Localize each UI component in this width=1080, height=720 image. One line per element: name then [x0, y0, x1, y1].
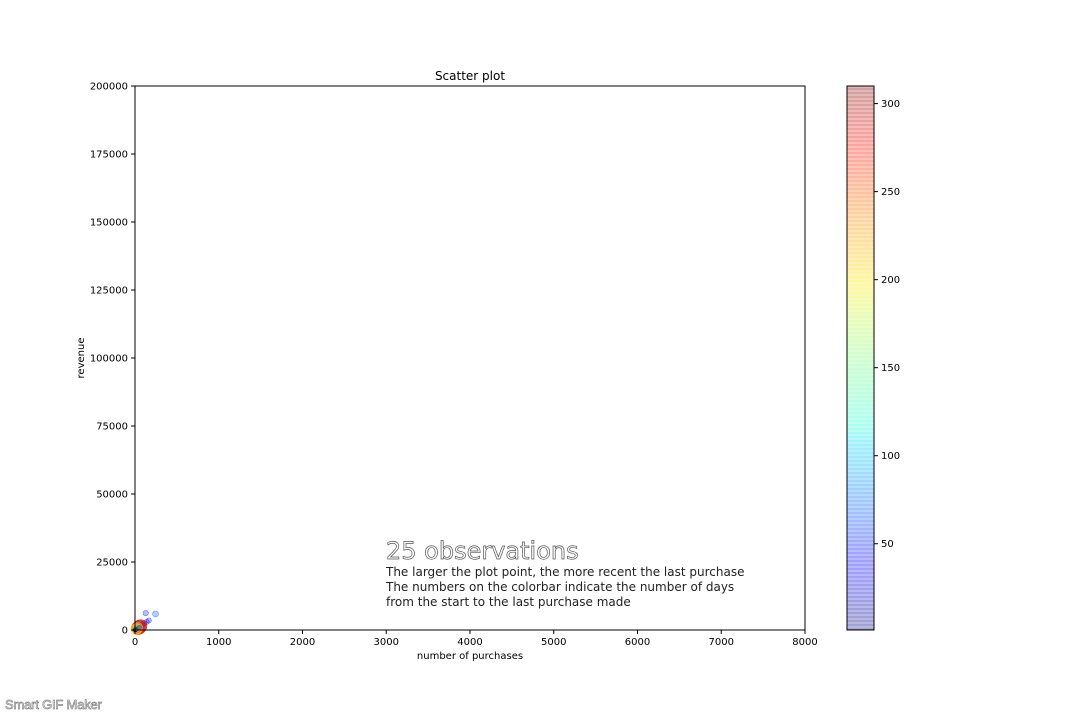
colorbar-tick-label: 150 [881, 363, 900, 374]
y-tick-label: 50000 [96, 490, 128, 501]
annotation-line-2: The numbers on the colorbar indicate the… [385, 580, 734, 594]
watermark: Smart GIF Maker [5, 697, 103, 713]
colorbar: 50 100 150 200 250 300 [846, 85, 900, 631]
colorbar-tick-label: 50 [881, 539, 894, 550]
chart-title: Scatter plot [435, 69, 505, 83]
x-tick-label: 4000 [457, 637, 482, 648]
scatter-point [152, 610, 159, 618]
scatter-point [142, 610, 149, 617]
x-tick-label: 5000 [541, 637, 566, 648]
x-axis: 0 1000 2000 3000 4000 5000 6000 7000 8000 [132, 630, 818, 648]
colorbar-tick-label: 300 [881, 99, 900, 110]
annotation-headline: 25 observations [386, 537, 579, 565]
colorbar-ticks: 50 100 150 200 250 300 [874, 99, 900, 550]
y-tick-label: 100000 [90, 354, 128, 365]
annotation-line-3: from the start to the last purchase made [386, 595, 631, 609]
x-tick-label: 6000 [625, 637, 650, 648]
points-layer [130, 610, 159, 636]
y-tick-label: 75000 [96, 422, 128, 433]
annotation: 25 observations The larger the plot poin… [385, 537, 744, 609]
colorbar-frame [846, 85, 875, 631]
x-tick-label: 2000 [290, 637, 315, 648]
y-tick-label: 175000 [90, 150, 128, 161]
y-tick-label: 0 [122, 626, 128, 637]
x-axis-label: number of purchases [417, 651, 523, 662]
colorbar-tick-label: 200 [881, 275, 900, 286]
y-tick-label: 150000 [90, 218, 128, 229]
colorbar-tick-label: 100 [881, 451, 900, 462]
y-tick-label: 200000 [90, 82, 128, 93]
x-tick-label: 0 [132, 637, 138, 648]
x-tick-label: 8000 [792, 637, 817, 648]
colorbar-lines [847, 88, 874, 630]
x-tick-label: 1000 [206, 637, 231, 648]
annotation-line-1: The larger the plot point, the more rece… [385, 565, 744, 579]
x-tick-label: 7000 [709, 637, 734, 648]
x-tick-label: 3000 [374, 637, 399, 648]
y-tick-label: 125000 [90, 286, 128, 297]
y-tick-label: 25000 [96, 558, 128, 569]
colorbar-gradient [847, 86, 874, 630]
scatter-point [133, 622, 143, 632]
colorbar-tick-label: 250 [881, 187, 900, 198]
y-axis-label: revenue [76, 338, 87, 379]
y-axis: 0 25000 50000 75000 100000 125000 150000 175000… [90, 82, 135, 637]
